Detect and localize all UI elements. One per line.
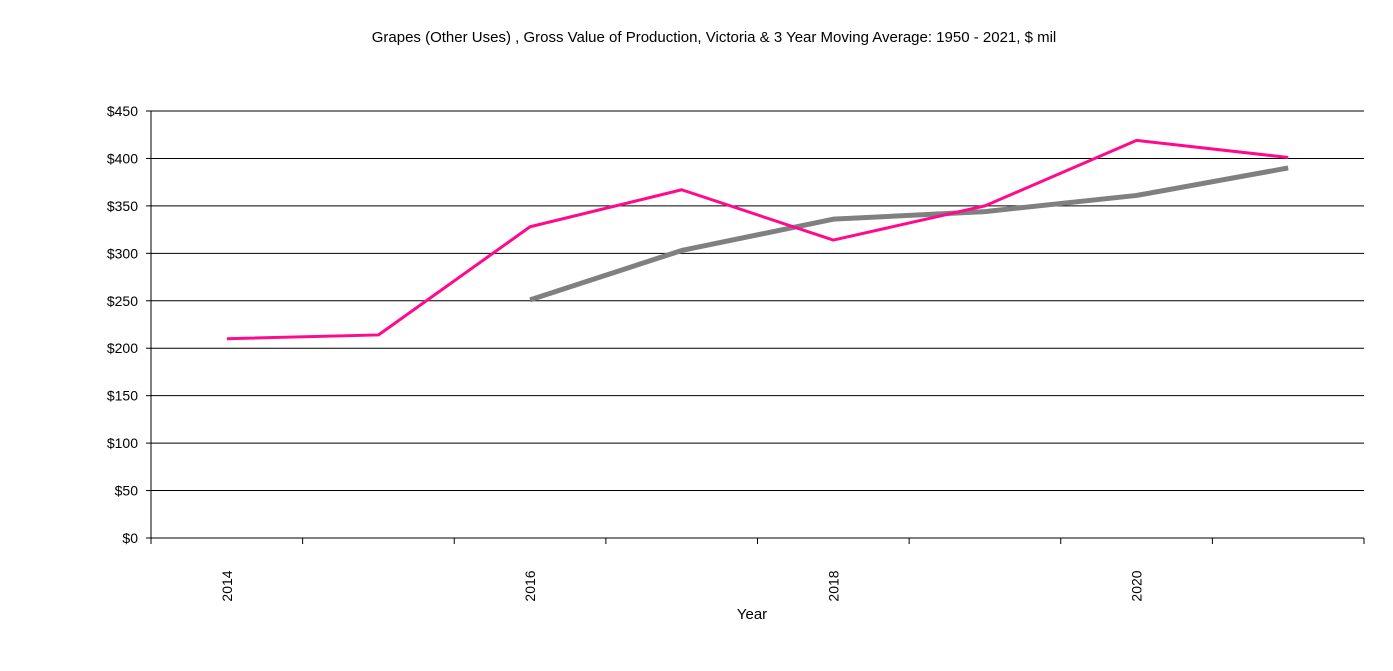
x-tick-label: 2018	[825, 570, 841, 601]
x-tick-label: 2014	[219, 570, 235, 601]
y-tick-label: $100	[107, 435, 138, 451]
y-tick-label: $50	[115, 483, 139, 499]
y-tick-label: $400	[107, 150, 138, 166]
x-axis-label: Year	[737, 606, 767, 623]
y-tick-label: $450	[107, 103, 138, 119]
gross-value-line	[227, 140, 1288, 338]
moving-average-line	[530, 168, 1288, 300]
y-tick-label: $350	[107, 198, 138, 214]
y-tick-label: $300	[107, 245, 138, 261]
y-tick-label: $150	[107, 388, 138, 404]
y-tick-label: $200	[107, 340, 138, 356]
y-tick-label: $0	[122, 530, 138, 546]
x-tick-label: 2020	[1129, 570, 1145, 601]
chart-title: Grapes (Other Uses) , Gross Value of Pro…	[372, 29, 1057, 46]
x-tick-label: 2016	[522, 570, 538, 601]
y-tick-label: $250	[107, 293, 138, 309]
